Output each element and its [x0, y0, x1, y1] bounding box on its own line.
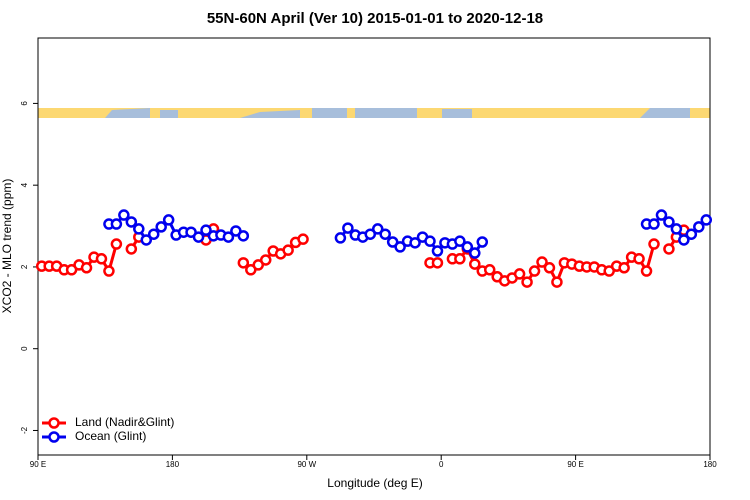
legend-marker [48, 417, 60, 429]
point [342, 222, 354, 234]
x-tick-label: 180 [703, 460, 717, 469]
point [237, 257, 250, 269]
point [700, 214, 713, 226]
point [678, 234, 690, 246]
point [110, 238, 123, 250]
point [648, 218, 660, 230]
legend-marker [48, 431, 60, 443]
point [528, 265, 541, 277]
chart-title: 55N-60N April (Ver 10) 2015-01-01 to 202… [207, 10, 543, 27]
point [431, 257, 444, 269]
point [693, 221, 705, 233]
point [95, 253, 108, 265]
x-tick-label: 90 E [30, 460, 46, 469]
x-tick-label: 90 E [567, 460, 583, 469]
point [543, 262, 556, 274]
point [103, 265, 115, 277]
point [618, 262, 630, 274]
point [513, 268, 526, 280]
point [521, 276, 533, 288]
plot-frame [37, 37, 711, 456]
point [483, 264, 496, 276]
point [118, 209, 130, 221]
point [424, 235, 436, 247]
point [371, 223, 384, 235]
point [147, 228, 160, 240]
point [394, 241, 406, 253]
point [536, 256, 548, 268]
legend-label: Land (Nadir&Glint) [75, 415, 174, 429]
x-tick-label: 90 W [297, 460, 316, 469]
point [454, 253, 466, 265]
point [640, 265, 653, 277]
point [237, 230, 250, 242]
y-tick-label: 2 [20, 264, 29, 269]
point [454, 235, 466, 247]
y-tick-label: 0 [20, 346, 29, 351]
point [200, 224, 212, 236]
y-axis-label: XCO2 - MLO trend (ppm) [0, 179, 14, 314]
point [125, 243, 138, 255]
point [685, 228, 698, 240]
point [469, 258, 481, 270]
legend-label: Ocean (Glint) [75, 429, 146, 443]
point [633, 253, 645, 265]
point [648, 238, 660, 250]
point [133, 223, 145, 235]
point [670, 223, 683, 235]
point [469, 247, 481, 259]
point [334, 232, 347, 244]
point [431, 245, 444, 257]
x-axis-label: Longitude (deg E) [327, 476, 422, 490]
point [259, 254, 272, 266]
legend: Land (Nadir&Glint)Ocean (Glint) [42, 415, 174, 443]
y-tick-label: 4 [20, 182, 29, 187]
x-tick-label: 180 [166, 460, 180, 469]
point [155, 221, 167, 233]
point [297, 233, 309, 245]
point [379, 228, 391, 240]
point [551, 276, 563, 288]
point [461, 241, 474, 253]
point [140, 234, 153, 246]
point [222, 231, 235, 243]
point [110, 218, 123, 230]
point [655, 209, 668, 221]
point [125, 216, 138, 228]
point [409, 237, 421, 249]
point [663, 216, 675, 228]
map-strip [38, 108, 710, 118]
point [282, 244, 294, 256]
point [162, 214, 175, 226]
point [663, 243, 675, 255]
point [364, 228, 377, 240]
y-tick-label: 6 [20, 101, 29, 106]
point [476, 236, 489, 248]
y-tick-label: -2 [20, 426, 29, 434]
x-tick-label: 0 [439, 460, 444, 469]
point [80, 262, 93, 274]
point [192, 231, 205, 243]
